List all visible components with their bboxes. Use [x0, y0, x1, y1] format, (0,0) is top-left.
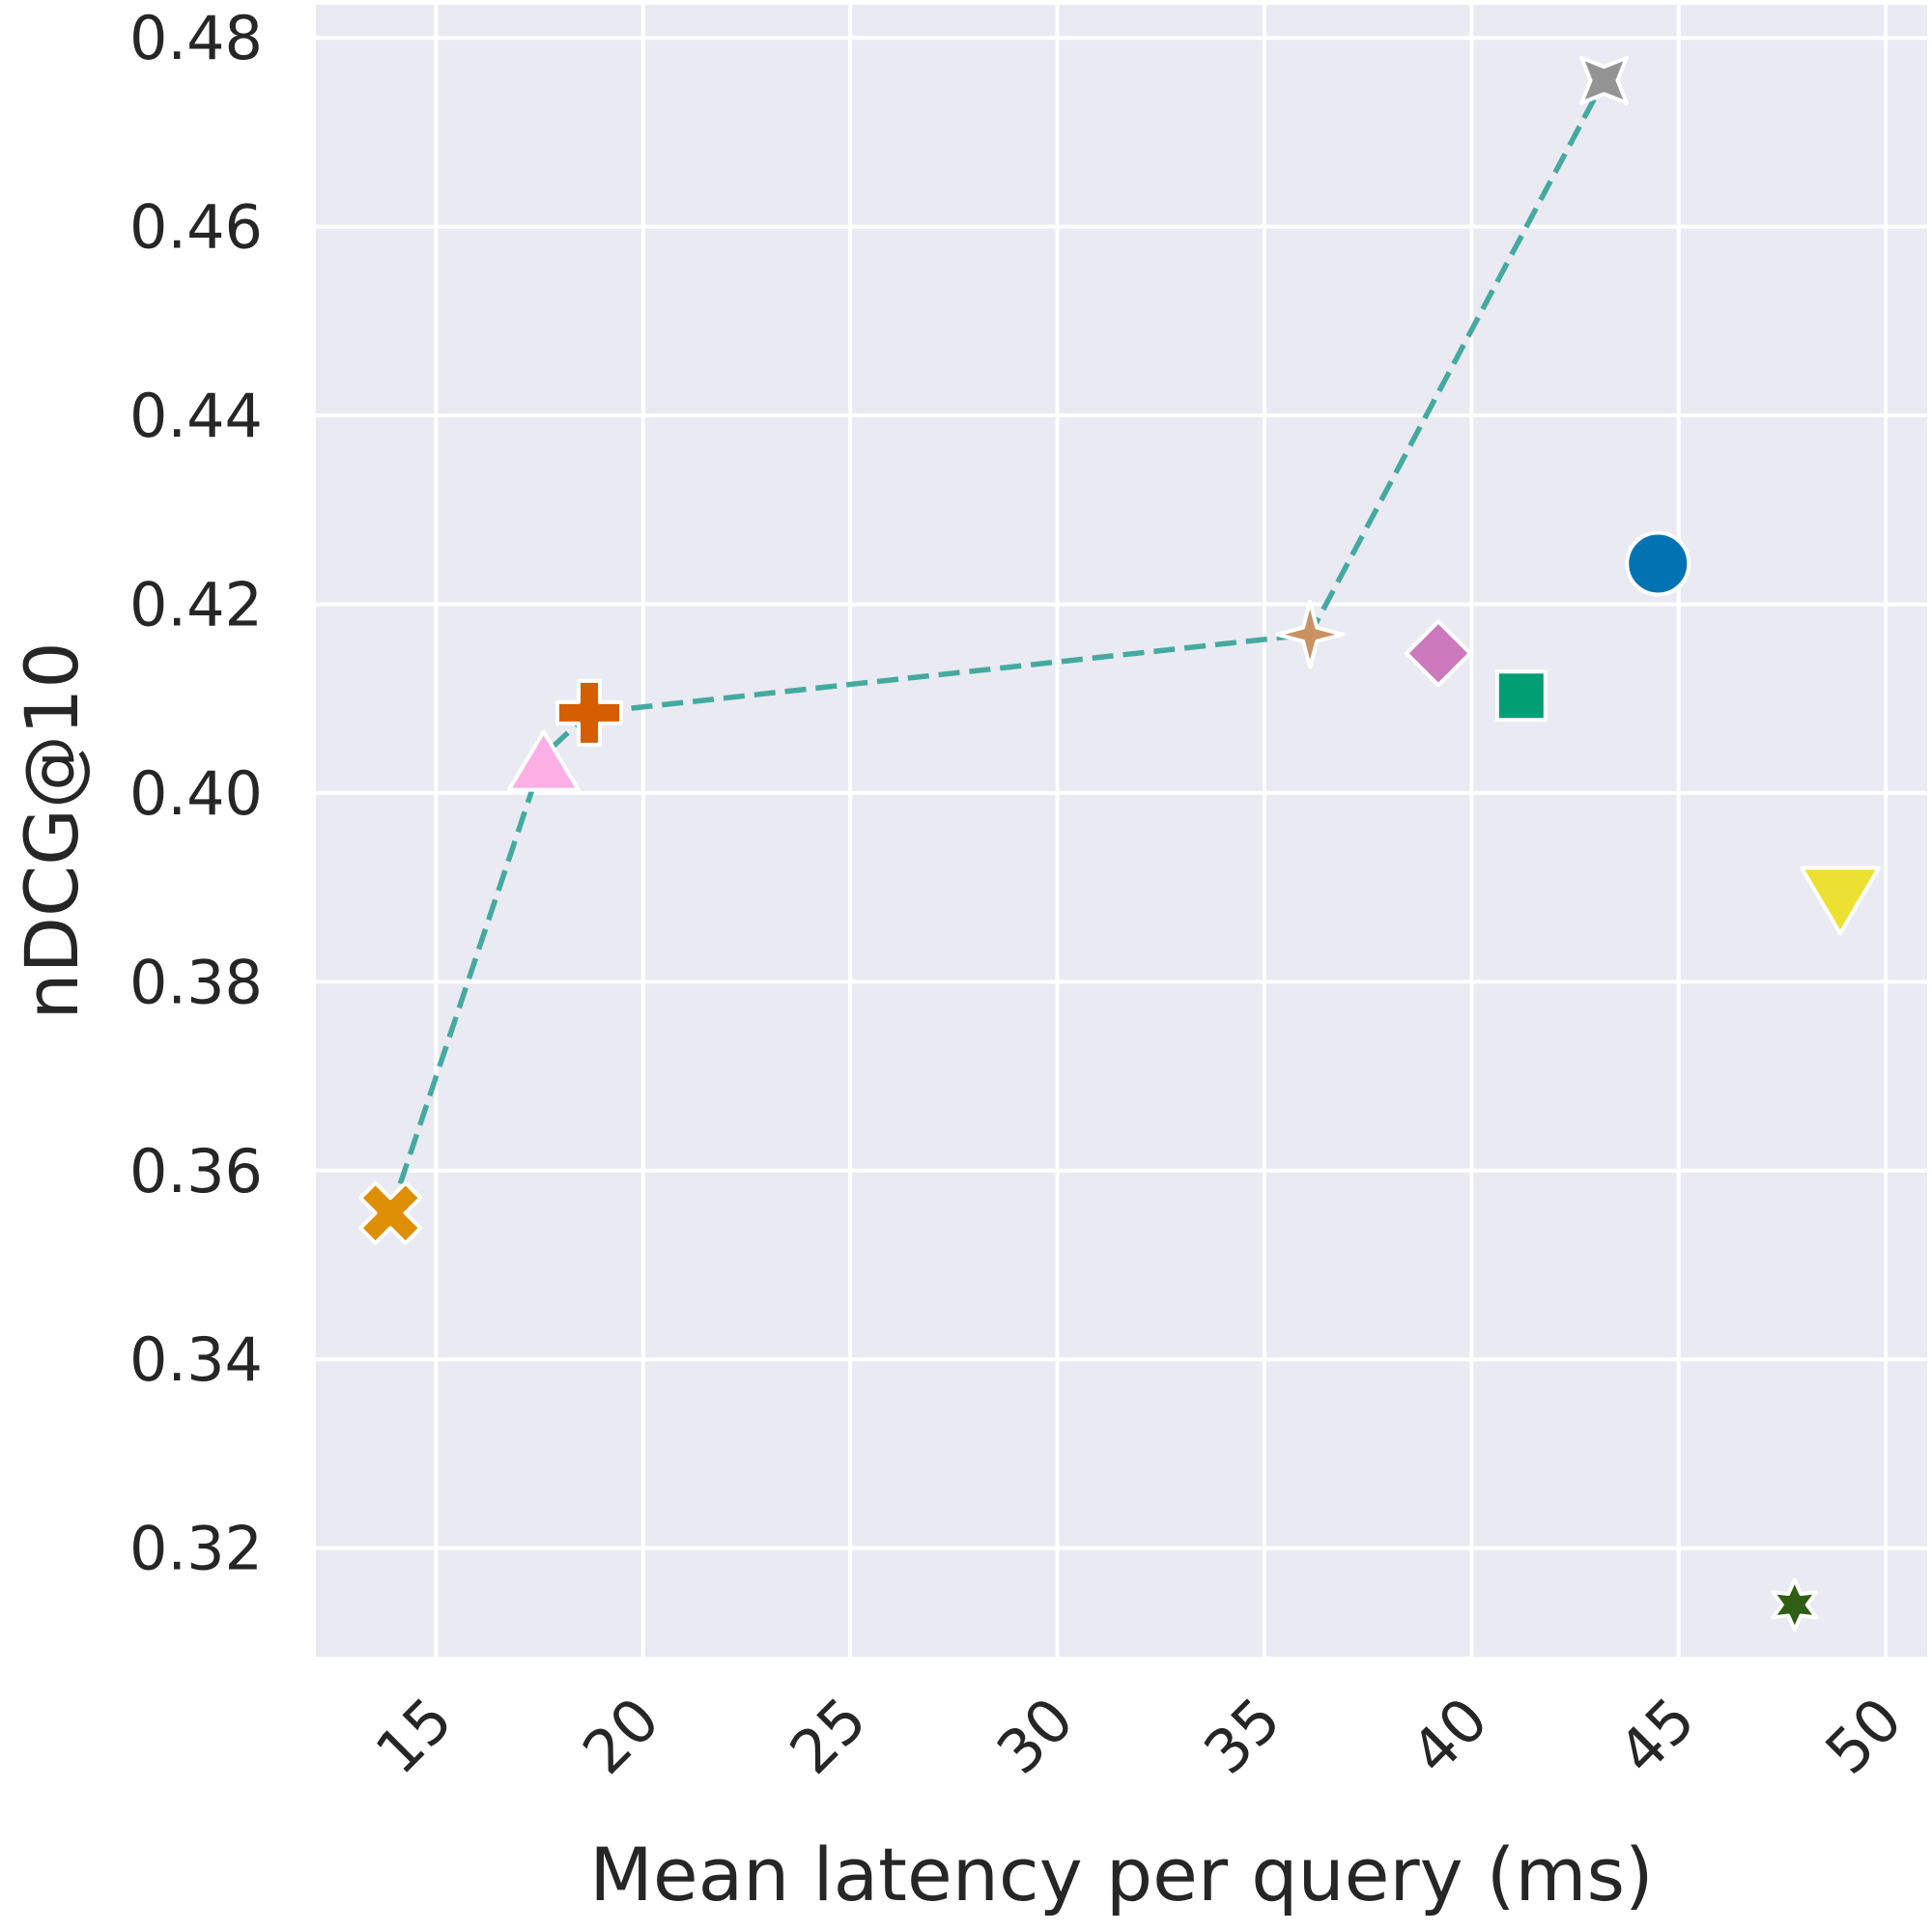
x-tick-labels: 15 20 25 30 35 40 45 50 — [362, 1684, 1916, 1787]
data-point-square — [1494, 669, 1548, 723]
y-tick-label: 0.48 — [129, 3, 263, 73]
data-point-diamond — [1405, 619, 1472, 688]
data-point-x-cross — [358, 1180, 423, 1245]
y-tick-label: 0.44 — [129, 381, 263, 451]
y-tick-label: 0.38 — [129, 947, 263, 1017]
y-tick-label: 0.34 — [129, 1324, 263, 1395]
data-point-plus — [555, 678, 623, 747]
y-axis-label: nDCG@10 — [9, 641, 95, 1019]
grid — [316, 5, 1927, 1657]
x-tick-label: 40 — [1398, 1684, 1501, 1787]
data-points — [358, 55, 1881, 1633]
x-axis-label: Mean latency per query (ms) — [589, 1832, 1653, 1918]
data-point-triangle-up — [506, 729, 581, 792]
x-tick-label: 45 — [1605, 1684, 1708, 1787]
x-tick-label: 35 — [1190, 1684, 1293, 1787]
plot-background — [316, 5, 1927, 1657]
y-tick-label: 0.46 — [129, 192, 263, 263]
y-tick-label: 0.32 — [129, 1514, 263, 1584]
y-tick-label: 0.40 — [129, 758, 263, 829]
y-tick-label: 0.42 — [129, 569, 263, 639]
data-point-triangle-down — [1800, 866, 1881, 936]
y-tick-labels: 0.32 0.34 0.36 0.38 0.40 0.42 0.44 0.46 0.48 — [129, 3, 263, 1583]
data-point-star6 — [1771, 1577, 1819, 1633]
x-tick-label: 30 — [983, 1684, 1087, 1787]
data-point-star4 — [1275, 599, 1346, 669]
x-tick-label: 15 — [362, 1684, 466, 1787]
data-point-circle — [1625, 530, 1691, 597]
y-tick-label: 0.36 — [129, 1136, 263, 1207]
x-tick-label: 20 — [569, 1684, 672, 1787]
x-tick-label: 25 — [776, 1684, 879, 1787]
x-tick-label: 50 — [1811, 1684, 1915, 1787]
data-point-star4-concave — [1579, 55, 1629, 105]
